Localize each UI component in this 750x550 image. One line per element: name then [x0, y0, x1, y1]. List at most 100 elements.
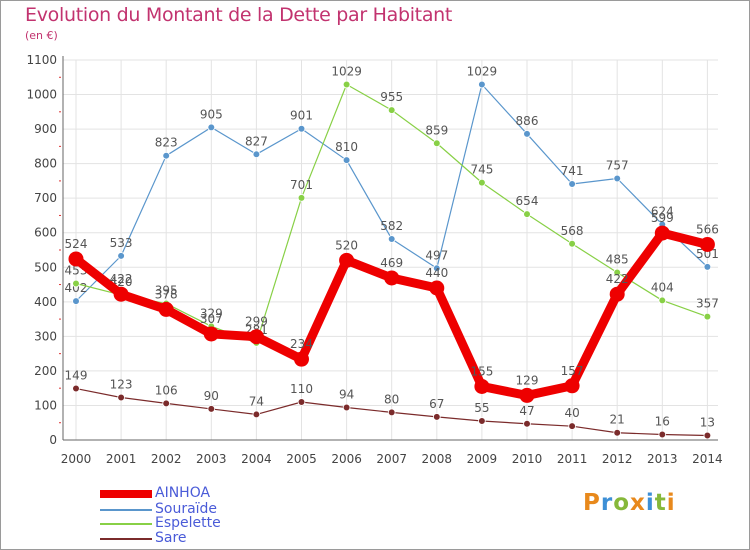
data-label-ainhoa: 157	[561, 364, 584, 378]
data-point-sare	[568, 422, 576, 430]
data-label-espelette: 404	[651, 280, 674, 294]
data-point-sourade	[703, 263, 712, 271]
data-label-sare: 149	[65, 369, 88, 383]
data-label-ainhoa: 599	[651, 211, 674, 225]
data-label-espelette: 859	[425, 123, 448, 137]
data-point-sourade	[162, 151, 171, 160]
x-tick-label: 2010	[512, 452, 543, 466]
data-point-ainhoa	[113, 286, 129, 302]
data-point-sourade	[117, 252, 125, 260]
data-point-sare	[523, 419, 531, 428]
legend-swatch-souraide	[100, 509, 152, 511]
y-tick-label: 1000	[26, 88, 57, 102]
legend-swatch-sare	[100, 538, 152, 540]
proxiti-logo: Proxiti	[583, 490, 676, 516]
data-label-sourade: 582	[380, 219, 403, 233]
x-tick-label: 2013	[647, 452, 678, 466]
data-label-sare: 74	[249, 394, 264, 408]
data-label-sare: 110	[290, 382, 313, 396]
data-point-sare	[478, 417, 486, 425]
y-tick-label: 900	[34, 122, 57, 136]
data-label-sare: 123	[110, 378, 133, 392]
x-tick-label: 2011	[557, 452, 588, 466]
y-tick-label: 800	[34, 157, 57, 171]
data-label-ainhoa: 155	[470, 364, 493, 378]
data-point-sourade	[568, 180, 576, 188]
data-point-espelette	[297, 194, 306, 202]
data-point-sare	[387, 408, 396, 417]
data-label-ainhoa: 307	[200, 312, 223, 326]
data-label-sourade: 501	[696, 247, 719, 261]
x-tick-label: 2009	[467, 452, 498, 466]
data-point-espelette	[432, 139, 441, 148]
data-point-espelette	[658, 296, 667, 305]
legend-swatch-ainhoa	[100, 490, 152, 498]
data-label-sare: 13	[700, 416, 715, 430]
data-label-sourade: 823	[155, 136, 178, 150]
data-point-ainhoa	[699, 236, 715, 252]
data-point-sare	[613, 428, 621, 437]
data-point-ainhoa	[68, 251, 84, 267]
data-label-espelette: 1029	[331, 65, 362, 79]
x-tick-label: 2006	[331, 452, 362, 466]
data-label-sourade: 533	[110, 236, 133, 250]
data-label-sourade: 905	[200, 107, 223, 121]
data-label-sourade: 741	[561, 164, 584, 178]
data-point-ainhoa	[339, 252, 355, 268]
data-point-sourade	[252, 150, 261, 159]
data-label-espelette: 485	[606, 252, 629, 266]
data-point-ainhoa	[294, 351, 309, 367]
data-point-sourade	[613, 174, 621, 183]
x-tick-label: 2014	[692, 452, 723, 466]
data-label-sare: 67	[429, 397, 444, 411]
data-label-ainhoa: 520	[335, 238, 358, 252]
y-tick-label: 700	[34, 191, 57, 205]
data-label-sare: 47	[519, 404, 534, 418]
data-label-sare: 106	[155, 383, 178, 397]
data-label-sourade: 1029	[467, 65, 498, 79]
x-tick-label: 2001	[106, 452, 137, 466]
y-tick-label: 200	[34, 364, 57, 378]
x-tick-label: 2003	[196, 452, 227, 466]
data-label-sourade: 497	[425, 248, 448, 262]
x-tick-label: 2004	[241, 452, 272, 466]
logo-letter: o	[613, 490, 631, 516]
data-label-sare: 16	[655, 414, 670, 428]
data-point-sare	[207, 405, 216, 413]
y-tick-label: 100	[34, 398, 57, 412]
x-tick-label: 2012	[602, 452, 633, 466]
legend-swatch-espelette	[100, 523, 152, 525]
data-point-sare	[342, 403, 351, 412]
data-label-sare: 40	[564, 406, 579, 420]
data-label-espelette: 701	[290, 178, 313, 192]
x-tick-label: 2000	[61, 452, 92, 466]
data-label-ainhoa: 440	[425, 266, 448, 280]
data-label-espelette: 955	[380, 90, 403, 104]
y-tick-label: 300	[34, 329, 57, 343]
data-point-sare	[703, 431, 712, 440]
logo-letter: x	[630, 490, 646, 516]
data-point-sourade	[478, 80, 486, 89]
data-label-espelette: 357	[696, 297, 719, 311]
data-point-sourade	[297, 124, 306, 133]
logo-letter: t	[654, 490, 667, 516]
data-label-ainhoa: 378	[155, 287, 178, 301]
data-label-sourade: 886	[516, 114, 539, 128]
legend-label-sare: Sare	[155, 530, 187, 546]
logo-letter: P	[583, 490, 601, 516]
data-label-ainhoa: 422	[606, 272, 629, 286]
data-point-espelette	[568, 239, 576, 248]
x-tick-label: 2007	[376, 452, 407, 466]
data-point-espelette	[703, 312, 712, 321]
data-label-ainhoa: 566	[696, 222, 719, 236]
data-point-ainhoa	[564, 378, 580, 394]
data-label-espelette: 395	[155, 284, 178, 298]
data-point-sare	[72, 384, 80, 393]
legend-label-souraide: Souraïde	[155, 501, 218, 517]
data-label-espelette: 745	[470, 163, 493, 177]
data-point-sare	[658, 430, 667, 439]
data-label-sourade: 810	[335, 140, 358, 154]
chart-title: Evolution du Montant de la Dette par Hab…	[25, 4, 453, 26]
chart-subtitle: (en €)	[25, 29, 58, 42]
